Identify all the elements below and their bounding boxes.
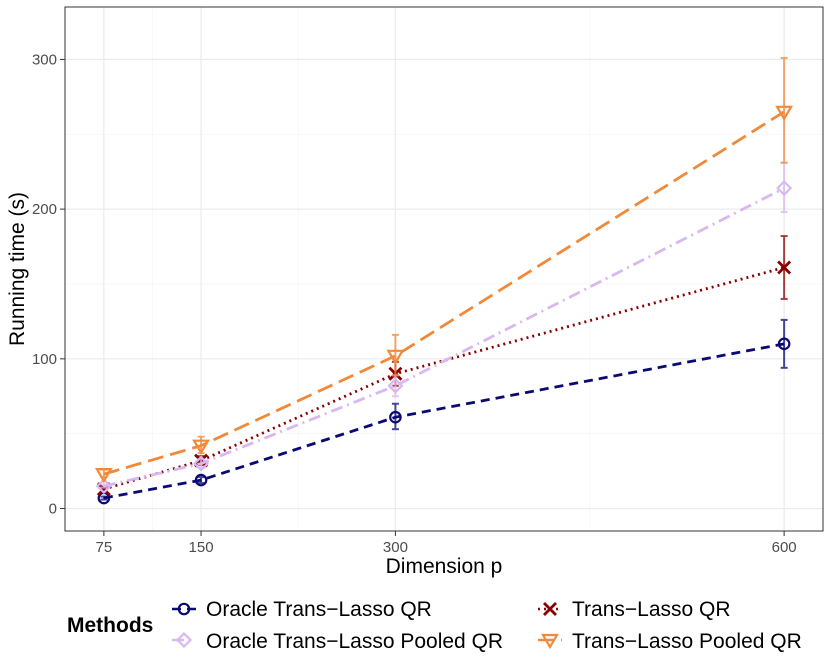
legend-item-trans-lasso-qr: Trans−Lasso QR (538, 598, 731, 621)
legend-key-oracle-trans-lasso-pooled-qr (172, 631, 196, 649)
y-tick-label-100: 100 (32, 351, 57, 368)
point-oracle-trans-lasso-pooled-qr-600 (776, 180, 793, 197)
x-tick-label-300: 300 (383, 539, 408, 556)
point-trans-lasso-pooled-qr-300 (386, 349, 405, 366)
legend-item-trans-lasso-pooled-qr: Trans−Lasso Pooled QR (538, 630, 802, 653)
series-trans-lasso-pooled-qr (94, 56, 794, 484)
axis-ticks: 0 100 200 300 75 150 300 600 (32, 51, 797, 556)
point-trans-lasso-pooled-qr-75 (94, 468, 113, 484)
legend-marker-oracle-trans-lasso-qr (177, 602, 191, 616)
y-axis-title: Running time (s) (6, 192, 29, 346)
y-tick-label-0: 0 (49, 501, 57, 518)
legend-key-oracle-trans-lasso-qr (172, 602, 196, 616)
legend: Methods Oracle Trans−Lasso QR Oracle Tra… (67, 598, 802, 653)
x-tick-label-150: 150 (189, 539, 214, 556)
series-oracle-trans-lasso-qr (97, 318, 791, 505)
legend-marker-trans-lasso-qr (543, 602, 557, 616)
legend-title: Methods (67, 614, 153, 637)
point-oracle-trans-lasso-pooled-qr-300 (387, 377, 404, 394)
point-oracle-trans-lasso-qr-300 (389, 410, 402, 424)
legend-label-oracle-trans-lasso-qr: Oracle Trans−Lasso QR (206, 598, 432, 621)
legend-item-oracle-trans-lasso-pooled-qr: Oracle Trans−Lasso Pooled QR (172, 630, 503, 653)
point-oracle-trans-lasso-qr-150 (194, 473, 208, 487)
point-oracle-trans-lasso-qr-600 (777, 337, 791, 351)
legend-label-trans-lasso-qr: Trans−Lasso QR (572, 598, 731, 621)
legend-label-trans-lasso-pooled-qr: Trans−Lasso Pooled QR (572, 630, 802, 653)
panel-background (65, 7, 823, 531)
legend-key-trans-lasso-qr (538, 602, 562, 616)
error-bar-trans-lasso-pooled-qr-300 (391, 333, 399, 377)
x-tick-label-600: 600 (772, 539, 797, 556)
point-trans-lasso-pooled-qr-600 (775, 105, 794, 121)
series-layer (94, 56, 794, 505)
line-oracle-trans-lasso-pooled-qr (103, 186, 785, 488)
x-tick-label-75: 75 (96, 539, 113, 556)
x-axis-title: Dimension p (386, 555, 503, 578)
line-trans-lasso-pooled-qr (103, 110, 785, 476)
point-oracle-trans-lasso-pooled-qr-75 (95, 478, 112, 495)
y-tick-label-200: 200 (32, 201, 57, 218)
error-bar-trans-lasso-pooled-qr-600 (780, 56, 788, 164)
point-trans-lasso-qr-600 (777, 260, 792, 275)
legend-item-oracle-trans-lasso-qr: Oracle Trans−Lasso QR (172, 598, 432, 621)
panel-border (64, 6, 824, 532)
line-oracle-trans-lasso-qr (103, 342, 785, 500)
legend-marker-trans-lasso-pooled-qr (541, 633, 559, 650)
point-trans-lasso-pooled-qr-150 (192, 439, 210, 455)
minor-gridlines (65, 7, 823, 531)
legend-key-trans-lasso-pooled-qr (538, 633, 562, 650)
legend-label-oracle-trans-lasso-pooled-qr: Oracle Trans−Lasso Pooled QR (206, 630, 503, 653)
legend-marker-oracle-trans-lasso-pooled-qr (175, 631, 193, 649)
y-tick-label-300: 300 (32, 51, 57, 68)
point-oracle-trans-lasso-pooled-qr-150 (192, 455, 210, 472)
